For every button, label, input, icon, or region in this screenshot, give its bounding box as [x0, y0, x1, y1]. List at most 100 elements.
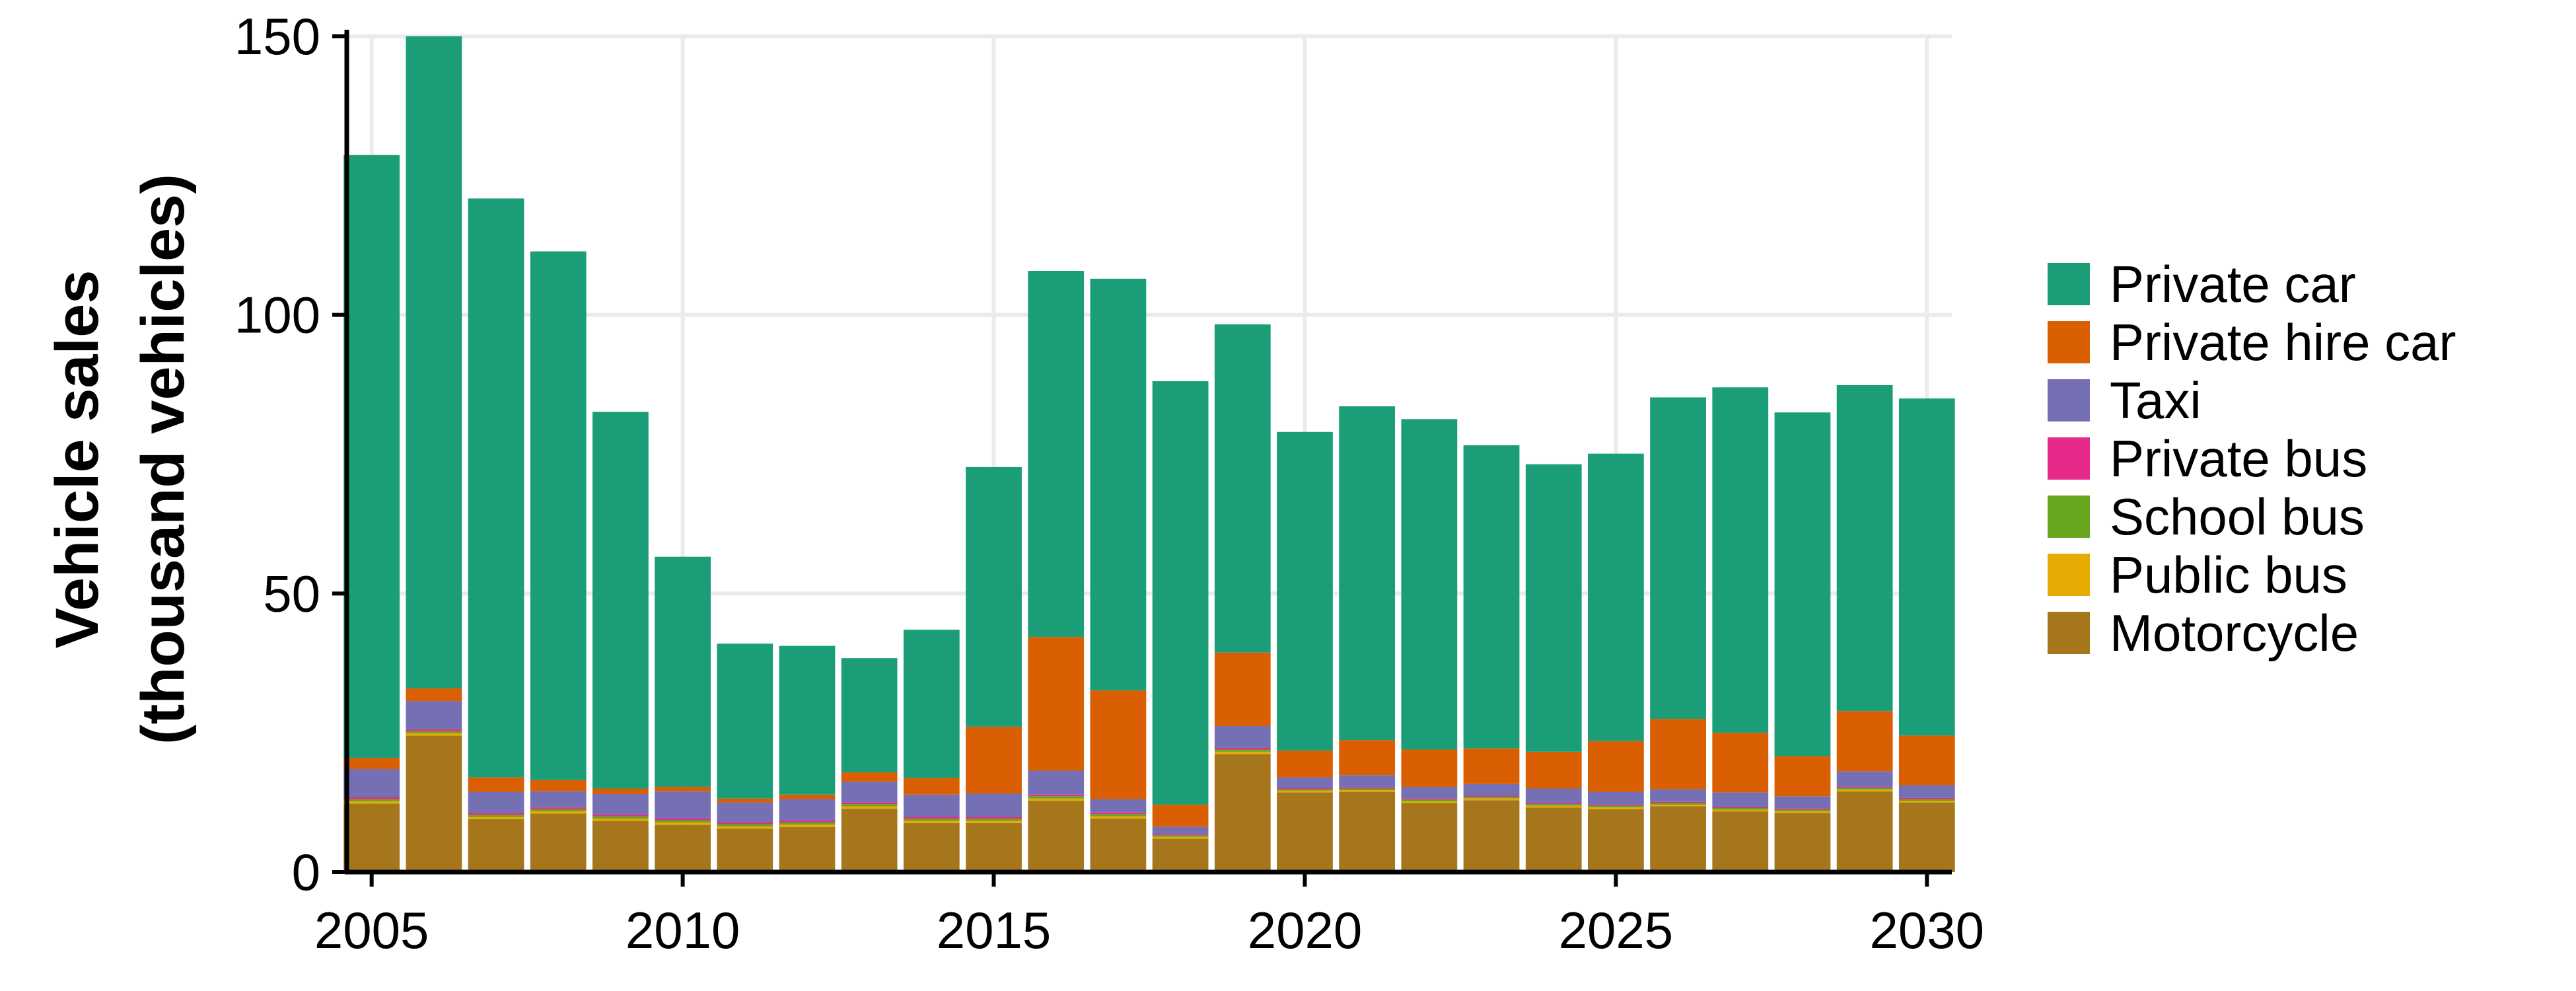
bar-segment: [1525, 464, 1582, 752]
bar-segment: [1152, 826, 1209, 834]
bar-segment: [1339, 740, 1396, 776]
bar-segment: [468, 777, 524, 792]
bar-segment: [592, 815, 649, 817]
bar-segment: [1339, 787, 1396, 789]
x-tick-label: 2015: [937, 901, 1052, 959]
bar-segment: [1090, 812, 1147, 815]
bar-segment: [1028, 271, 1085, 638]
bar-segment: [1214, 726, 1271, 748]
grid: [347, 34, 1952, 874]
y-axis-title-line2: (thousand vehicles): [129, 174, 197, 745]
bar-segment: [1650, 789, 1706, 802]
bar-segment: [1525, 803, 1582, 805]
bar-segment: [1463, 798, 1520, 801]
bar-segment: [1401, 749, 1458, 787]
y-tick-label: 0: [292, 843, 320, 901]
bar-segment: [530, 811, 587, 814]
bar-segment: [966, 793, 1022, 817]
bar-segment: [343, 801, 400, 804]
bar-segment: [1214, 652, 1271, 727]
bar-segment: [1650, 803, 1706, 805]
bar-segment: [1712, 792, 1769, 807]
bar-segment: [903, 821, 960, 823]
bar-segment: [1774, 412, 1831, 756]
bar-segment: [1463, 784, 1520, 796]
bar-segment: [1463, 797, 1520, 799]
bar-segment: [717, 643, 773, 799]
x-tick-label: 2025: [1559, 901, 1674, 959]
bar-segment: [406, 735, 462, 872]
tick-labels: 0 50 100 150 2005 2010 2015 2020 2025 2030: [234, 7, 1984, 959]
bar-segment: [1712, 811, 1769, 872]
bar-segment: [1214, 749, 1271, 752]
bar-segment: [655, 556, 711, 787]
bar-segment: [903, 630, 960, 778]
bar-segment: [1588, 453, 1644, 741]
bar-segment: [1152, 381, 1209, 805]
bar-segment: [468, 815, 524, 817]
bar-segment: [1898, 799, 1955, 801]
bar-segment: [1836, 385, 1893, 712]
bar-segment: [1339, 775, 1396, 788]
bar-segment: [1898, 398, 1955, 736]
bar-segment: [1774, 796, 1831, 809]
bar-segment: [1277, 789, 1333, 791]
bar-segment: [1339, 791, 1396, 872]
bar-segment: [530, 809, 587, 812]
bar-segment: [1525, 804, 1582, 806]
bar-segment: [903, 823, 960, 872]
bar-segment: [1090, 819, 1147, 872]
bar-segment: [903, 817, 960, 819]
bar-segment: [1401, 419, 1458, 750]
bar-segment: [1152, 835, 1209, 837]
bar-segment: [717, 828, 773, 872]
legend-label: Private car: [2110, 255, 2356, 313]
legend-swatch: [2048, 612, 2090, 654]
bar-segment: [530, 780, 587, 791]
bar-segment: [1836, 771, 1893, 787]
bar-segment: [1401, 798, 1458, 800]
legend-label: Motorcycle: [2110, 604, 2359, 662]
bar-segment: [1525, 805, 1582, 808]
bar-segment: [903, 819, 960, 821]
bar-segment: [1277, 792, 1333, 872]
bar-segment: [592, 793, 649, 815]
bar-segment: [343, 768, 400, 797]
legend-swatch: [2048, 321, 2090, 363]
bar-segment: [1774, 811, 1831, 813]
bar-segment: [1712, 387, 1769, 733]
bar-segment: [1463, 445, 1520, 749]
bar-segment: [1214, 324, 1271, 653]
bar-segment: [966, 466, 1022, 727]
bar-segment: [1152, 804, 1209, 827]
bar-segment: [468, 817, 524, 819]
bar-segment: [717, 802, 773, 823]
bar-segment: [655, 820, 711, 823]
bar-segment: [592, 819, 649, 821]
bar-segment: [343, 803, 400, 872]
legend-label: School bus: [2110, 488, 2365, 546]
x-tick-label: 2005: [314, 901, 429, 959]
bar-segment: [1712, 808, 1769, 810]
bar-segment: [1401, 799, 1458, 801]
legend-swatch: [2048, 379, 2090, 422]
bar-segment: [1028, 637, 1085, 771]
bar-segment: [903, 778, 960, 795]
bar-segment: [1401, 786, 1458, 799]
y-tick-label: 100: [234, 286, 320, 344]
bar-segment: [1898, 801, 1955, 803]
bar-segment: [903, 794, 960, 817]
bar-segment: [1525, 807, 1582, 872]
bar-segment: [406, 733, 462, 736]
bar-segment: [1152, 836, 1209, 839]
bar-segment: [841, 802, 898, 805]
bar-segment: [1836, 711, 1893, 772]
bar-segment: [343, 758, 400, 769]
legend-swatch: [2048, 495, 2090, 538]
legend-label: Private bus: [2110, 429, 2367, 488]
bar-segment: [1214, 751, 1271, 754]
legend-swatch: [2048, 554, 2090, 596]
bar-segment: [343, 155, 400, 758]
y-tick-label: 50: [263, 564, 320, 622]
